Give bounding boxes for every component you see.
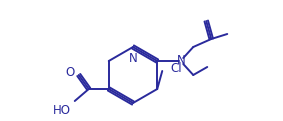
Text: O: O <box>65 65 75 79</box>
Text: HO: HO <box>53 104 71 117</box>
Text: N: N <box>129 52 137 65</box>
Text: Cl: Cl <box>170 61 182 75</box>
Text: N: N <box>177 54 186 68</box>
